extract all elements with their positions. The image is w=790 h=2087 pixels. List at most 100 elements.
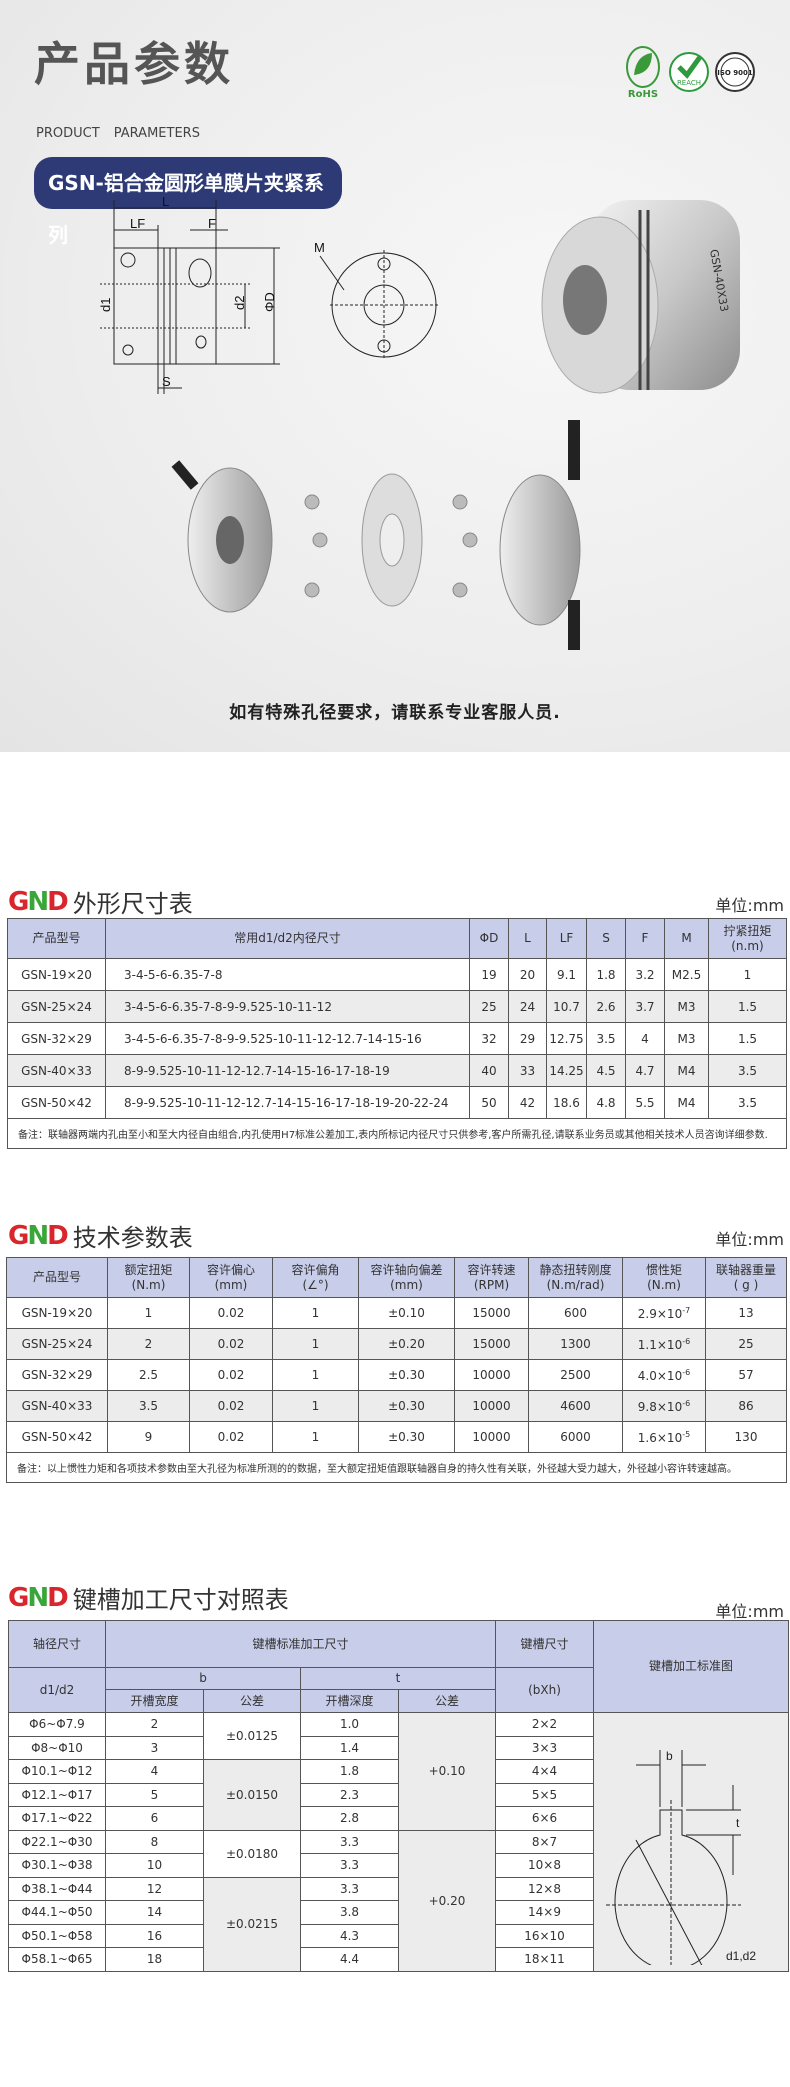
column-header: 联轴器重量( g ) bbox=[705, 1257, 787, 1298]
label-d2: d2 bbox=[232, 296, 247, 310]
width-tolerance: ±0.0180 bbox=[203, 1829, 301, 1878]
column-header: 惯性矩 (N.m) bbox=[622, 1257, 706, 1298]
table-cell-model: GSN-32×29 bbox=[6, 1359, 108, 1391]
diagram-label-d: d1,d2 bbox=[726, 1949, 756, 1963]
slot-depth: 1.4 bbox=[300, 1735, 399, 1760]
cell-value: 10000 bbox=[472, 1399, 511, 1413]
table-cell: M3 bbox=[664, 1022, 709, 1055]
cell-value: 0.02 bbox=[217, 1306, 245, 1320]
table-row: GSN-50×42 8-9-9.525-10-11-12-12.7-14-15-1… bbox=[7, 1086, 787, 1119]
table-cell: 1 bbox=[708, 958, 787, 991]
table-cell: 42 bbox=[508, 1086, 547, 1119]
table-cell-inertia: 4.0×10-6 bbox=[622, 1359, 706, 1391]
table-note: 备注：以上惯性力矩和各项技术参数由至大孔径为标准所测的的数据，至大额定扭矩值跟联… bbox=[6, 1452, 787, 1483]
table-cell: GSN-25×24 bbox=[7, 990, 106, 1023]
gnd-logo: GND bbox=[8, 1582, 69, 1613]
slot-width: 3 bbox=[105, 1735, 204, 1760]
header-shaft: 轴径尺寸 bbox=[8, 1620, 106, 1668]
key-size: 2×2 bbox=[495, 1712, 595, 1737]
section-title: 键槽加工尺寸对照表 bbox=[72, 1586, 289, 1614]
table-cell: 40 bbox=[469, 1054, 509, 1087]
header-label: 静态扭转刚度 bbox=[539, 1263, 612, 1278]
table-cell: 3.5 bbox=[708, 1054, 787, 1087]
label-S: S bbox=[162, 374, 171, 389]
cell-value: 25 bbox=[738, 1337, 754, 1351]
table-cell-stiffness: 2500 bbox=[528, 1359, 623, 1391]
table-cell-axial: ±0.30 bbox=[358, 1421, 455, 1453]
table-cell-angle: 1 bbox=[272, 1421, 359, 1453]
cell-value: 86 bbox=[738, 1399, 754, 1413]
header-t-tolerance: 公差 bbox=[397, 1689, 497, 1713]
cell-value: 9.8×10 bbox=[637, 1399, 683, 1414]
table-row: Φ30.1~Φ38 10 3.3 10×8 bbox=[8, 1853, 789, 1878]
shaft-diameter: Φ10.1~Φ12 bbox=[8, 1759, 106, 1784]
header-key: 键槽尺寸 bbox=[495, 1620, 595, 1668]
key-size: 6×6 bbox=[495, 1806, 595, 1831]
table-cell: 20 bbox=[508, 958, 547, 991]
table-row: Φ38.1~Φ44 12 ±0.0215 3.3 12×8 bbox=[8, 1876, 789, 1972]
table-cell-angle: 1 bbox=[272, 1328, 359, 1360]
shaft-diameter: Φ8~Φ10 bbox=[8, 1735, 106, 1760]
diagram-label-t: t bbox=[736, 1816, 740, 1830]
cell-value: 1 bbox=[144, 1306, 153, 1320]
gnd-logo: GND bbox=[8, 1220, 69, 1251]
table-row: Φ50.1~Φ58 16 4.3 16×10 bbox=[8, 1923, 789, 1948]
label-D: ΦD bbox=[262, 292, 277, 312]
key-size: 5×5 bbox=[495, 1782, 595, 1807]
table-cell-speed: 10000 bbox=[454, 1421, 529, 1453]
header-b-tolerance: 公差 bbox=[203, 1689, 301, 1713]
table-note: 备注：联轴器两端内孔由至小和至大内径自由组合,内孔使用H7标准公差加工,表内所标… bbox=[7, 1118, 787, 1149]
cell-value: 0.02 bbox=[217, 1430, 245, 1444]
table-cell: 33 bbox=[508, 1054, 547, 1087]
cell-value: 600 bbox=[564, 1306, 587, 1320]
key-size: 12×8 bbox=[495, 1876, 595, 1901]
slot-width: 12 bbox=[105, 1876, 204, 1901]
table-cell-eccentric: 0.02 bbox=[189, 1328, 273, 1360]
cell-value: 15000 bbox=[472, 1306, 511, 1320]
table-cell: 8-9-9.525-10-11-12-12.7-14-15-16-17-18-1… bbox=[105, 1086, 470, 1119]
cell-value: ±0.30 bbox=[388, 1399, 425, 1413]
exponent: -6 bbox=[682, 1336, 691, 1346]
header-label: 容许轴向偏差 bbox=[370, 1263, 443, 1278]
cell-value: 4.0×10 bbox=[637, 1368, 683, 1383]
table-cell: 8-9-9.525-10-11-12-12.7-14-15-16-17-18-1… bbox=[105, 1054, 470, 1087]
cell-value: 0.02 bbox=[217, 1337, 245, 1351]
header-unit: (∠°) bbox=[302, 1277, 329, 1292]
table-cell-model: GSN-19×20 bbox=[6, 1297, 108, 1329]
table-row: GSN-32×29 3-4-5-6-6.35-7-8-9-9.525-10-11-… bbox=[7, 1022, 787, 1055]
section-title: 外形尺寸表 bbox=[72, 890, 193, 918]
section-header-keyway: GND 键槽加工尺寸对照表 bbox=[8, 1580, 289, 1615]
slot-width: 10 bbox=[105, 1853, 204, 1878]
column-header: 容许偏心 (mm) bbox=[189, 1257, 273, 1298]
column-header: F bbox=[625, 918, 665, 959]
cell-value: 2.9×10 bbox=[637, 1306, 683, 1321]
cell-value: ±0.30 bbox=[388, 1430, 425, 1444]
table-cell: GSN-40×33 bbox=[7, 1054, 106, 1087]
width-tolerance: ±0.0125 bbox=[203, 1712, 301, 1760]
cell-value: ±0.30 bbox=[388, 1368, 425, 1382]
exponent: -6 bbox=[682, 1367, 691, 1377]
cell-value: GSN-25×24 bbox=[21, 1337, 93, 1351]
table-cell: 50 bbox=[469, 1086, 509, 1119]
slot-width: 5 bbox=[105, 1782, 204, 1807]
table-cell: 2.6 bbox=[586, 990, 626, 1023]
key-size: 3×3 bbox=[495, 1735, 595, 1760]
table-cell-weight: 86 bbox=[705, 1390, 787, 1422]
dimensions-table: 产品型号 常用d1/d2内径尺寸 ΦD L LF S F M 拧紧扭矩 (n.m) GSN-19… bbox=[7, 918, 787, 1149]
header-unit: (N.m) bbox=[647, 1277, 681, 1292]
cell-value: 1 bbox=[311, 1337, 320, 1351]
table-row: Φ44.1~Φ50 14 3.8 14×9 bbox=[8, 1900, 789, 1925]
table-cell-torque: 2.5 bbox=[107, 1359, 190, 1391]
table-cell: 19 bbox=[469, 958, 509, 991]
slot-width: 6 bbox=[105, 1806, 204, 1831]
table-cell: M3 bbox=[664, 990, 709, 1023]
cell-value: 57 bbox=[738, 1368, 754, 1382]
rohs-icon: RoHS bbox=[626, 46, 660, 100]
table-cell: 1.5 bbox=[708, 1022, 787, 1055]
product-hero: 产品参数 PRODUCT PARAMETERS GSN-铝合金圆形单膜片夹紧系列… bbox=[0, 0, 790, 752]
unit-label: 单位:mm bbox=[715, 1602, 784, 1621]
header-bxh: (bXh) bbox=[495, 1667, 595, 1713]
table-cell: 4.5 bbox=[586, 1054, 626, 1087]
gnd-logo: GND bbox=[8, 886, 69, 917]
table-cell-speed: 10000 bbox=[454, 1390, 529, 1422]
